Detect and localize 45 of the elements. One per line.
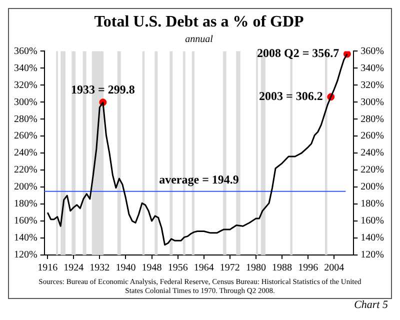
- y-tick-label: 280%: [14, 114, 38, 125]
- y2-tick-label: 340%: [360, 62, 384, 74]
- y2-tick-label: 120%: [360, 250, 384, 261]
- y2-tick-label: 240%: [360, 148, 384, 159]
- y-tick-label: 140%: [14, 232, 38, 244]
- y2-tick-label: 260%: [360, 130, 384, 142]
- x-tick-label: 1916: [38, 262, 58, 274]
- x-tick-label: 1972: [220, 262, 240, 274]
- x-tick-label: 1988: [272, 262, 292, 274]
- y2-tick-label: 220%: [360, 164, 384, 176]
- x-tick-label: 1956: [168, 262, 188, 274]
- y-tick-label: 160%: [14, 216, 38, 227]
- y2-tick-label: 300%: [360, 96, 384, 108]
- caption: Chart 5: [353, 299, 389, 311]
- y2-tick-label: 160%: [360, 216, 384, 227]
- x-tick-label: 1940: [116, 262, 136, 274]
- y-tick-label: 320%: [14, 80, 38, 91]
- y2-tick-label: 360%: [360, 46, 384, 57]
- chart-title: Total U.S. Debt as a % of GDP: [94, 14, 304, 31]
- x-tick-label: 1932: [90, 262, 110, 274]
- y-tick-label: 180%: [14, 198, 38, 210]
- y-tick-label: 200%: [14, 182, 38, 193]
- y-tick-label: 120%: [14, 250, 38, 261]
- x-tick-label: 1948: [142, 262, 162, 274]
- y2-tick-label: 280%: [360, 114, 384, 125]
- y-tick-label: 340%: [14, 62, 38, 74]
- y2-tick-label: 180%: [360, 198, 384, 210]
- y2-tick-label: 200%: [360, 182, 384, 193]
- y-tick-label: 300%: [14, 96, 38, 108]
- y2-tick-label: 140%: [360, 232, 384, 244]
- y-tick-label: 220%: [14, 164, 38, 176]
- y-tick-label: 240%: [14, 148, 38, 159]
- x-tick-label: 1964: [194, 262, 214, 274]
- annotation: 1933 = 299.8: [71, 82, 135, 96]
- ref-line-label: average = 194.9: [159, 172, 239, 186]
- x-tick-label: 1980: [246, 262, 266, 274]
- y-tick-label: 260%: [14, 130, 38, 142]
- chart-subtitle: annual: [185, 34, 214, 45]
- annotation: 2003 = 306.2: [259, 88, 323, 103]
- x-tick-label: 1924: [64, 262, 84, 274]
- x-tick-label: 1996: [298, 262, 318, 274]
- y-tick-label: 360%: [14, 46, 38, 57]
- x-tick-label: 2004: [324, 262, 344, 274]
- y2-tick-label: 320%: [360, 80, 384, 91]
- annotation: 2008 Q2 = 356.7: [256, 46, 340, 60]
